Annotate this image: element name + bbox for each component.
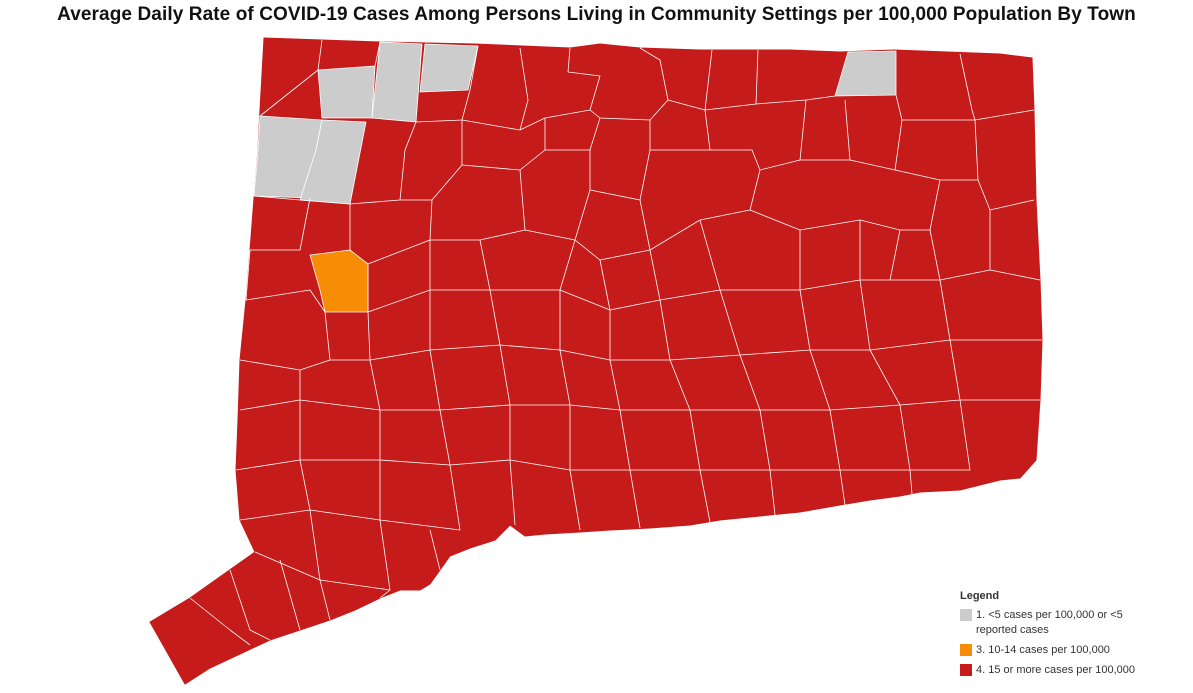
town-gray-2 [371, 41, 423, 123]
legend: Legend 1. <5 cases per 100,000 or <5 rep… [960, 590, 1160, 683]
town-gray-3 [419, 43, 479, 93]
town-gray-1 [317, 65, 376, 119]
state-outline [149, 37, 1043, 685]
map-title: Average Daily Rate of COVID-19 Cases Amo… [57, 4, 1136, 25]
legend-swatch-red [960, 664, 972, 676]
legend-item-gray: 1. <5 cases per 100,000 or <5 reported c… [960, 608, 1160, 638]
legend-swatch-orange [960, 644, 972, 656]
legend-label-orange: 3. 10-14 cases per 100,000 [976, 644, 1110, 656]
legend-item-red: 4. 15 or more cases per 100,000 [960, 663, 1160, 678]
legend-swatch-gray [960, 609, 972, 621]
legend-title: Legend [960, 590, 1000, 602]
town-boundaries [189, 39, 1042, 646]
legend-label-gray: 1. <5 cases per 100,000 or <5 reported c… [976, 609, 1123, 636]
legend-label-red: 4. 15 or more cases per 100,000 [976, 664, 1135, 676]
legend-item-orange: 3. 10-14 cases per 100,000 [960, 643, 1160, 658]
